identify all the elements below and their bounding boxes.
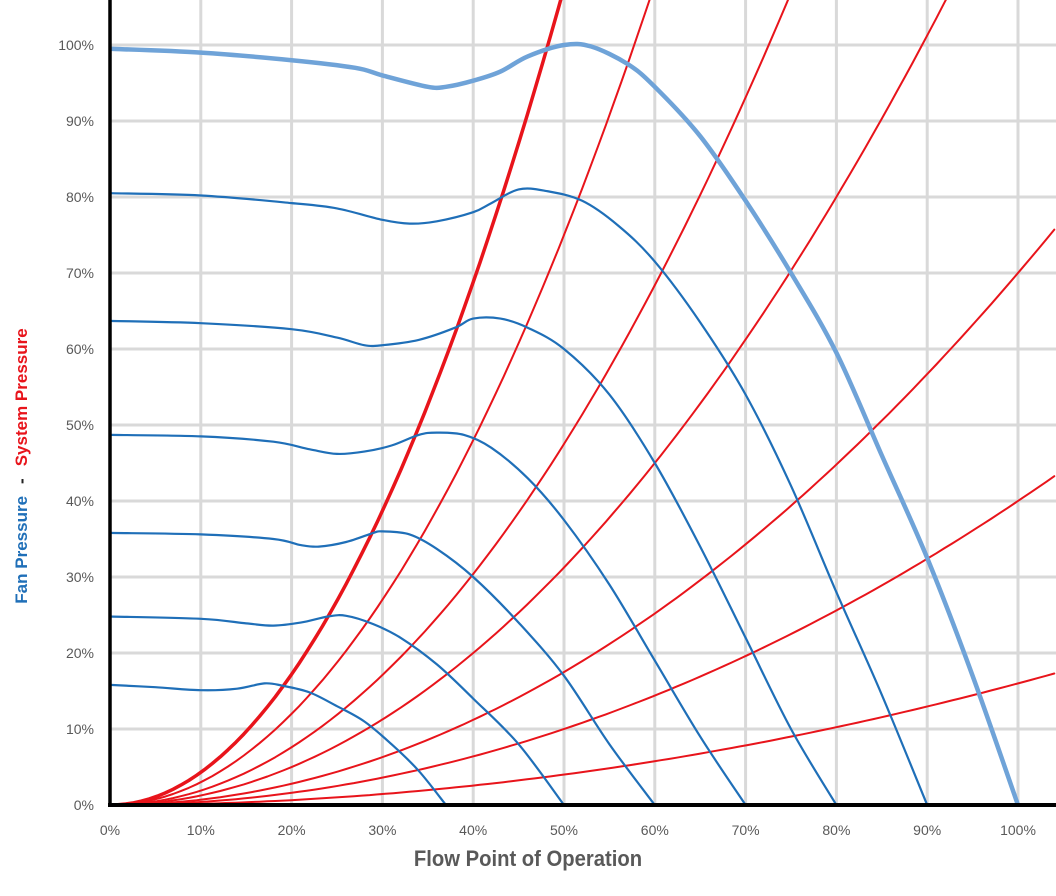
y-tick-label: 100%: [58, 37, 94, 53]
system-curve-main: [110, 0, 563, 807]
x-tick-label: 10%: [187, 822, 215, 838]
x-tick-label: 0%: [100, 822, 120, 838]
y-tick-label: 50%: [66, 417, 94, 433]
y-tick-label: 10%: [66, 721, 94, 737]
system-curve: [110, 475, 1056, 806]
y-tick-label: 0%: [74, 797, 94, 813]
y-tick-label: 40%: [66, 493, 94, 509]
system-curve: [110, 228, 1056, 806]
system-curve: [110, 0, 947, 806]
x-tick-label: 20%: [278, 822, 306, 838]
y-tick-label: 30%: [66, 569, 94, 585]
y-label-system: System: [12, 405, 31, 467]
x-tick-label: 70%: [732, 822, 760, 838]
y-label-separator: -: [12, 478, 31, 484]
y-tick-label: 70%: [66, 265, 94, 281]
y-tick-label: 60%: [66, 341, 94, 357]
fan-curve: [110, 316, 838, 807]
y-label-system-pressure: Pressure: [12, 328, 31, 402]
x-tick-label: 80%: [822, 822, 850, 838]
y-tick-label: 80%: [66, 189, 94, 205]
system-curve: [110, 672, 1056, 806]
y-label-fan-pressure: Pressure: [12, 495, 31, 569]
x-tick-label: 90%: [913, 822, 941, 838]
fan-curve: [110, 530, 656, 807]
x-tick-label: 30%: [368, 822, 396, 838]
y-tick-label: 20%: [66, 645, 94, 661]
fan-curve: [110, 187, 929, 807]
y-label-fan: Fan: [12, 573, 31, 604]
x-tick-label: 50%: [550, 822, 578, 838]
system-curve: [110, 0, 790, 806]
fan-curve: [110, 682, 448, 807]
fan-curve: [110, 431, 747, 807]
fan-curve-full-speed: [110, 41, 1021, 807]
x-tick-label: 60%: [641, 822, 669, 838]
x-axis-label: Flow Point of Operation: [413, 846, 643, 871]
fan-curve: [110, 614, 566, 807]
system-curve: [110, 0, 651, 806]
x-tick-label: 100%: [1000, 822, 1036, 838]
y-tick-label: 90%: [66, 113, 94, 129]
x-tick-label: 40%: [459, 822, 487, 838]
series-group: [110, 0, 1056, 807]
